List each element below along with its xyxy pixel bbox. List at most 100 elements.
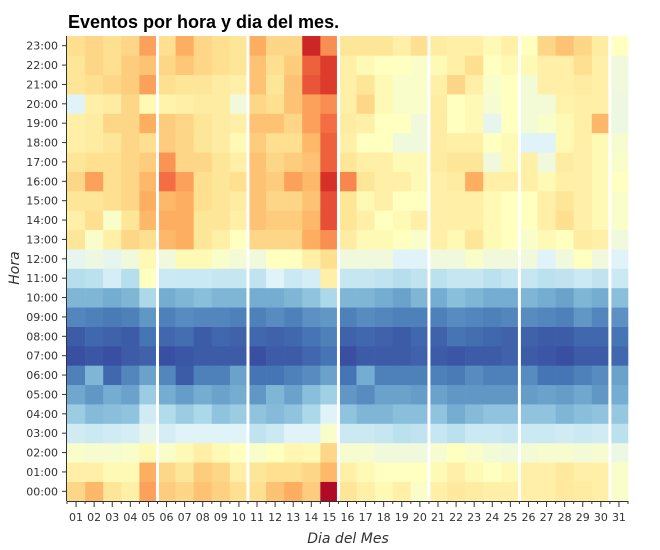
- heatmap-cell: [591, 152, 611, 172]
- heatmap-cell: [67, 229, 86, 250]
- heatmap-cell: [410, 210, 430, 231]
- y-tick-label: 09:00: [26, 311, 58, 324]
- heatmap-cell: [356, 365, 375, 386]
- heatmap-cell: [555, 268, 575, 289]
- heatmap-cell: [609, 74, 629, 95]
- heatmap-cell: [555, 307, 575, 327]
- heatmap-cell: [519, 404, 538, 424]
- heatmap-cell: [103, 307, 122, 327]
- heatmap-cell: [320, 113, 339, 134]
- heatmap-cell: [392, 152, 412, 172]
- heatmap-cell: [465, 326, 484, 347]
- heatmap-cell: [67, 74, 86, 95]
- heatmap-cell: [284, 249, 303, 269]
- heatmap-cell: [591, 94, 611, 114]
- heatmap-cell: [374, 74, 394, 95]
- heatmap-cell: [266, 171, 285, 192]
- heatmap-cell: [537, 152, 556, 172]
- heatmap-cell: [374, 384, 394, 405]
- heatmap-cell: [175, 55, 194, 76]
- heatmap-cell: [157, 423, 176, 444]
- x-tick-label: 14: [304, 511, 318, 524]
- x-tick-label: 25: [503, 511, 517, 524]
- heatmap-cell: [483, 74, 502, 95]
- x-tick-label: 11: [250, 511, 264, 524]
- heatmap-cell: [284, 481, 303, 502]
- heatmap-cell: [338, 113, 357, 134]
- heatmap-cell: [555, 94, 575, 114]
- heatmap-cell: [302, 152, 321, 172]
- heatmap-cell: [573, 229, 593, 250]
- heatmap-cell: [519, 191, 538, 211]
- heatmap-cell: [320, 74, 339, 95]
- heatmap-cell: [302, 326, 321, 347]
- x-tick-label: 08: [196, 511, 210, 524]
- heatmap-cell: [537, 442, 556, 463]
- heatmap-cell: [284, 268, 303, 289]
- heatmap-cell: [193, 55, 213, 76]
- heatmap-cell: [447, 384, 466, 405]
- heatmap-cell: [392, 210, 412, 231]
- heatmap-cell: [573, 94, 593, 114]
- heatmap-cell: [103, 152, 122, 172]
- heatmap-cell: [410, 384, 430, 405]
- heatmap-cell: [410, 287, 430, 308]
- heatmap-cell: [284, 365, 303, 386]
- heatmap-cell: [519, 365, 538, 386]
- heatmap-cell: [555, 481, 575, 502]
- heatmap-cell: [284, 404, 303, 424]
- x-tick-label: 13: [286, 511, 300, 524]
- heatmap-cell: [428, 462, 448, 482]
- heatmap-cell: [338, 462, 357, 482]
- heatmap-cell: [229, 94, 249, 114]
- heatmap-cell: [428, 152, 448, 172]
- heatmap-cell: [175, 210, 194, 231]
- heatmap-cell: [320, 481, 339, 502]
- heatmap-cell: [573, 249, 593, 269]
- heatmap-cell: [465, 287, 484, 308]
- heatmap-cell: [320, 210, 339, 231]
- heatmap-cell: [320, 404, 339, 424]
- heatmap-cell: [157, 210, 176, 231]
- heatmap-cell: [392, 326, 412, 347]
- heatmap-cell: [121, 132, 140, 153]
- y-tick-label: 00:00: [26, 485, 58, 498]
- heatmap-cell: [175, 113, 194, 134]
- heatmap-cell: [555, 404, 575, 424]
- heatmap-cell: [392, 191, 412, 211]
- y-tick-label: 11:00: [26, 272, 58, 285]
- heatmap-cell: [501, 307, 520, 327]
- heatmap-cell: [447, 55, 466, 76]
- heatmap-cell: [320, 423, 339, 444]
- x-tick-label: 01: [69, 511, 83, 524]
- x-tick-label: 09: [214, 511, 228, 524]
- heatmap-cell: [266, 229, 285, 250]
- heatmap-cell: [501, 249, 520, 269]
- heatmap-cell: [320, 55, 339, 76]
- heatmap-cell: [465, 210, 484, 231]
- heatmap-cell: [447, 268, 466, 289]
- heatmap-cell: [356, 384, 375, 405]
- heatmap-cell: [555, 132, 575, 153]
- heatmap-cell: [573, 442, 593, 463]
- heatmap-cell: [410, 36, 430, 56]
- heatmap-cell: [247, 481, 267, 502]
- heatmap-cell: [519, 326, 538, 347]
- heatmap-cell: [410, 442, 430, 463]
- heatmap-cell: [465, 132, 484, 153]
- heatmap-cell: [483, 307, 502, 327]
- heatmap-cell: [428, 287, 448, 308]
- heatmap-cell: [320, 152, 339, 172]
- heatmap-cell: [392, 229, 412, 250]
- heatmap-cell: [392, 287, 412, 308]
- heatmap-cell: [266, 249, 285, 269]
- heatmap-cell: [103, 94, 122, 114]
- heatmap-cell: [338, 307, 357, 327]
- heatmap-cell: [193, 268, 213, 289]
- heatmap-cell: [447, 191, 466, 211]
- heatmap-cell: [591, 132, 611, 153]
- heatmap-cell: [67, 191, 86, 211]
- heatmap-cell: [103, 210, 122, 231]
- heatmap-cell: [609, 384, 629, 405]
- heatmap-cell: [247, 307, 267, 327]
